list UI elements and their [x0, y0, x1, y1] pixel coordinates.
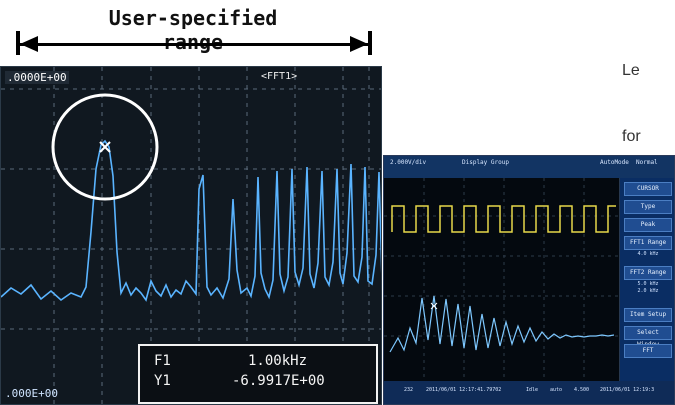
- mini-cursor-button[interactable]: CURSOR: [624, 182, 672, 196]
- mini-top-label-4: Normal: [636, 159, 658, 166]
- range-title: User-specified range: [108, 6, 278, 54]
- mini-select-window-button[interactable]: Select Window: [624, 326, 672, 348]
- mini-scope-svg: [384, 178, 619, 381]
- mini-topbar: 2.000V/div Display Group AutoMode Normal: [384, 156, 674, 178]
- mini-top-label-1: 2.000V/div: [390, 159, 427, 166]
- fft-panel: .0000E+00 <FFT1> .000E+00 F1 1.00kHz Y1 …: [0, 66, 382, 405]
- mini-side-panel: CURSOR Type Peak FFT1 Range 4.0 kHz FFT2…: [620, 178, 674, 381]
- fft-readout-box: F1 1.00kHz Y1 -6.9917E+00: [138, 344, 378, 404]
- mini-note-3: 2.0 kHz: [637, 288, 659, 294]
- mini-item-setup-button[interactable]: Item Setup: [624, 308, 672, 322]
- f1-label: F1: [154, 353, 171, 369]
- fft-title: <FFT1>: [261, 71, 298, 82]
- peak-highlight-circle: [51, 93, 159, 201]
- mini-note-2: 5.0 kHz: [637, 281, 659, 287]
- range-line: [18, 43, 370, 46]
- y1-label: Y1: [154, 373, 171, 389]
- oscilloscope-screenshot: 2.000V/div Display Group AutoMode Normal: [383, 155, 675, 405]
- mini-bottom-bar: 232 2011/06/01 12:17:41.79702 Idle auto …: [384, 381, 674, 404]
- mini-fft-button[interactable]: FFT: [624, 344, 672, 358]
- mini-peak-x-line-2: [430, 302, 438, 310]
- range-arrow-left-icon: [20, 36, 38, 52]
- side-text-line-1: Le: [622, 62, 640, 79]
- mini-bottom-label-6: 2011/06/01 12:19:3: [600, 387, 655, 393]
- fft-trace: [1, 139, 381, 302]
- mini-bottom-label-4: auto: [550, 387, 563, 393]
- mini-fft2-range-button[interactable]: FFT2 Range: [624, 266, 672, 280]
- mini-fft-trace: [389, 295, 615, 353]
- f1-value: 1.00kHz: [248, 353, 308, 369]
- mini-type-button[interactable]: Type: [624, 200, 672, 214]
- mini-scope-bg: [384, 178, 619, 381]
- mini-bottom-label-3: Idle: [526, 387, 539, 393]
- range-cap-right: [368, 31, 372, 55]
- mini-square-wave: [391, 205, 616, 233]
- mini-bottom-label-5: 4.500: [574, 387, 590, 393]
- peak-marker-x-line-2: [99, 141, 111, 153]
- mini-scope-area: [384, 178, 620, 381]
- mini-peak-button[interactable]: Peak: [624, 218, 672, 232]
- mini-top-label-3: AutoMode: [600, 159, 629, 166]
- y1-value: -6.9917E+00: [232, 373, 325, 389]
- fft-bottom-left-value: .000E+00: [5, 387, 58, 400]
- mini-bottom-label-1: 232: [404, 387, 414, 393]
- side-text-line-2: for: [622, 128, 641, 145]
- fft-top-left-value: .0000E+00: [5, 71, 69, 84]
- mini-fft1-range-button[interactable]: FFT1 Range: [624, 236, 672, 250]
- mini-note-1: 4.0 kHz: [637, 251, 659, 257]
- mini-bottom-label-2: 2011/06/01 12:17:41.79702: [426, 387, 502, 393]
- range-arrow-right-icon: [350, 36, 368, 52]
- mini-top-label-2: Display Group: [462, 159, 509, 166]
